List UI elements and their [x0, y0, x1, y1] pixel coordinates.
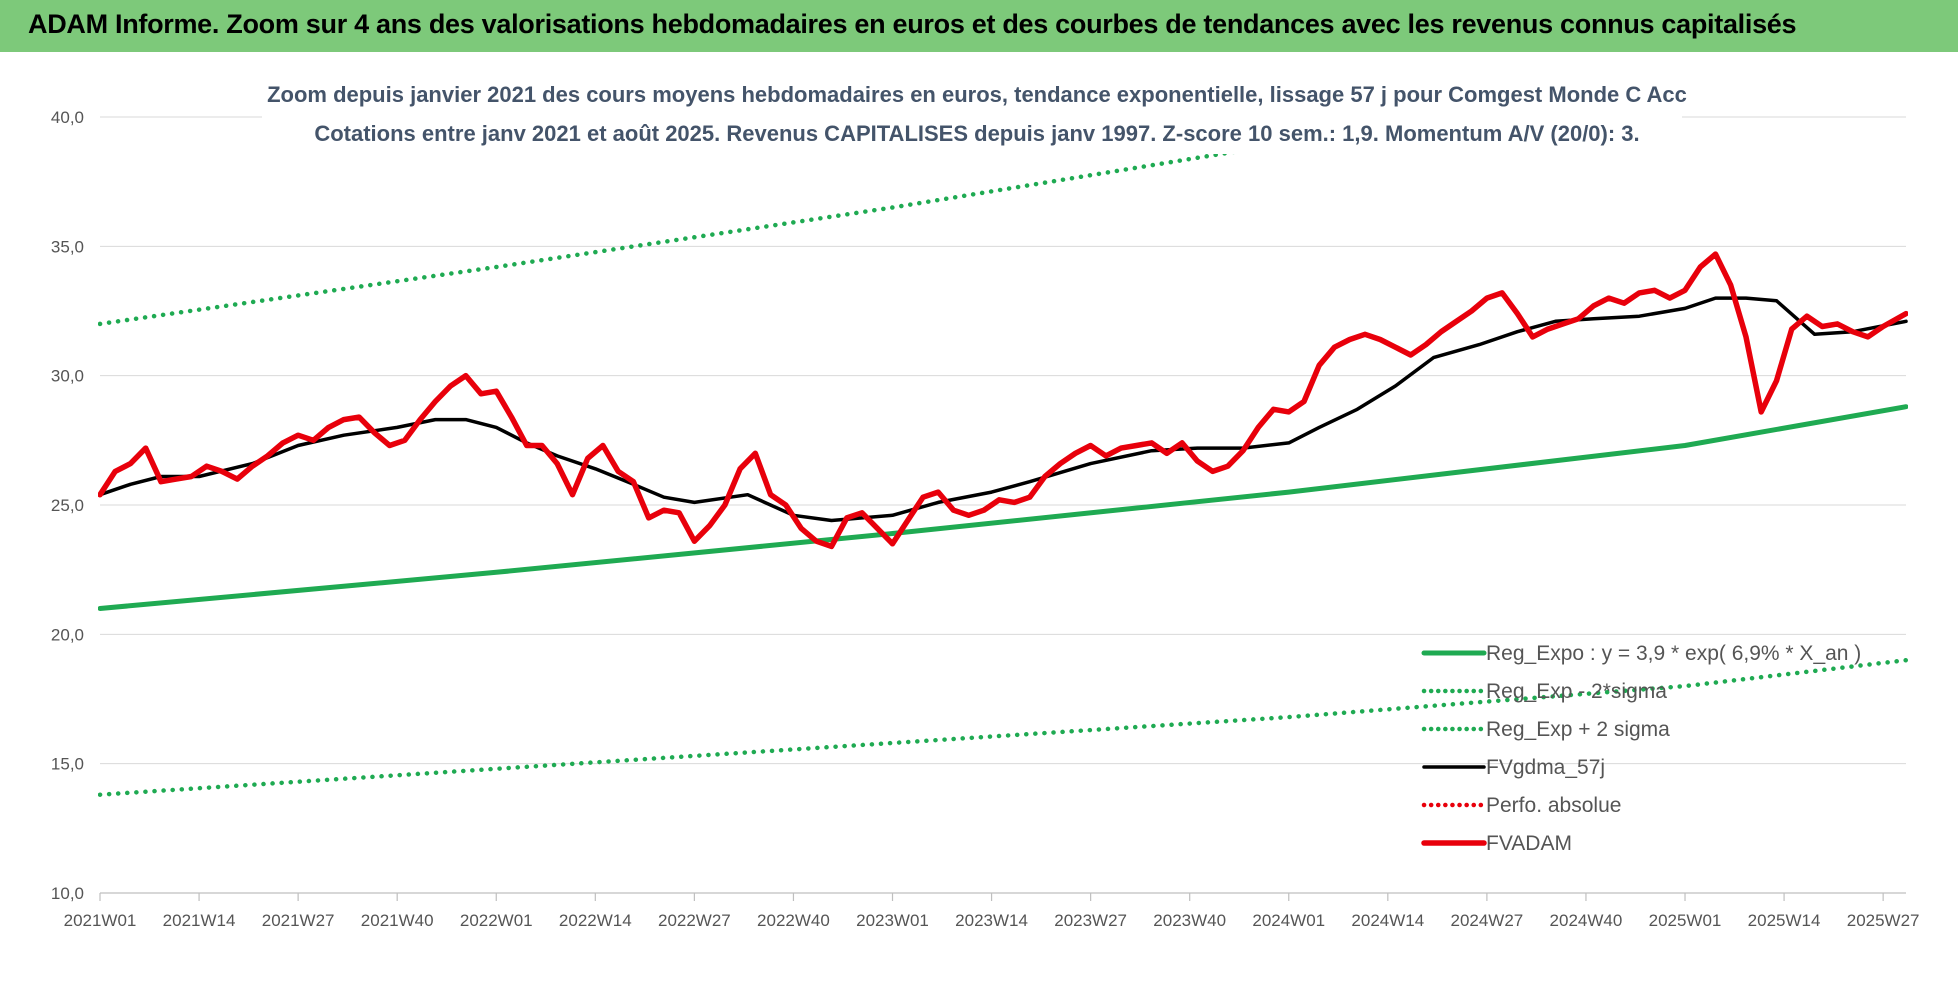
chart-title-line2: Cotations entre janv 2021 et août 2025. …	[314, 121, 1639, 146]
x-tick-label: 2025W14	[1748, 911, 1821, 930]
y-tick-label: 25,0	[51, 496, 84, 515]
x-tick-label: 2024W27	[1450, 911, 1523, 930]
chart-title-background	[262, 74, 1682, 154]
chart-background	[0, 52, 1958, 982]
y-tick-label: 30,0	[51, 367, 84, 386]
x-tick-label: 2022W14	[559, 911, 632, 930]
series-line-5	[98, 251, 1908, 550]
x-tick-label: 2024W40	[1550, 911, 1623, 930]
series-group	[98, 113, 1908, 797]
x-tick-label: 2025W27	[1847, 911, 1920, 930]
legend-label-1: Reg_Exp - 2*sigma	[1486, 680, 1667, 703]
y-tick-label: 35,0	[51, 237, 84, 256]
legend-label-2: Reg_Exp + 2 sigma	[1486, 718, 1670, 741]
series-line-3	[98, 296, 1908, 523]
x-tick-label: 2022W40	[757, 911, 830, 930]
legend-label-0: Reg_Expo : y = 3,9 * exp( 6,9% * X_an )	[1486, 642, 1861, 665]
chart-legend: Reg_Expo : y = 3,9 * exp( 6,9% * X_an ) R…	[1421, 642, 1861, 855]
series-line-2	[98, 113, 1472, 327]
legend-label-4: Perfo. absolue	[1486, 794, 1621, 817]
x-tick-label: 2023W01	[856, 911, 929, 930]
x-tick-label: 2025W01	[1649, 911, 1722, 930]
report-banner: ADAM Informe. Zoom sur 4 ans des valoris…	[0, 0, 1958, 53]
report-title: ADAM Informe. Zoom sur 4 ans des valoris…	[28, 9, 1797, 39]
x-tick-label: 2023W14	[955, 911, 1028, 930]
x-tick-label: 2021W01	[64, 911, 137, 930]
x-tick-label: 2021W14	[163, 911, 236, 930]
x-tick-label: 2023W40	[1153, 911, 1226, 930]
series-line-1	[98, 657, 1908, 797]
series-line-0	[98, 404, 1908, 611]
x-tick-label: 2022W01	[460, 911, 533, 930]
legend-label-3: FVgdma_57j	[1486, 756, 1605, 779]
y-axis-ticks: 40,0 35,0 30,0 25,0 20,0 15,0 10,0	[51, 108, 84, 903]
x-tick-label: 2024W01	[1252, 911, 1325, 930]
x-tick-label: 2021W27	[262, 911, 335, 930]
legend-label-5: FVADAM	[1486, 832, 1572, 855]
x-tick-label: 2022W27	[658, 911, 731, 930]
y-tick-label: 15,0	[51, 755, 84, 774]
x-tick-label: 2021W40	[361, 911, 434, 930]
x-tick-label: 2023W27	[1054, 911, 1127, 930]
chart-title-block: Zoom depuis janvier 2021 des cours moyen…	[262, 74, 1687, 154]
chart-area: 40,035,030,025,020,015,010,0 2021W01 2021…	[0, 52, 1958, 982]
x-axis-ticks: 2021W01 2021W14 2021W27 2021W40 2022W01 2022W…	[64, 893, 1920, 930]
x-tick-label: 2024W14	[1351, 911, 1424, 930]
y-tick-label: 40,0	[51, 108, 84, 127]
chart-title-line1: Zoom depuis janvier 2021 des cours moyen…	[267, 82, 1687, 107]
y-tick-label: 20,0	[51, 625, 84, 644]
y-tick-label: 10,0	[51, 884, 84, 903]
